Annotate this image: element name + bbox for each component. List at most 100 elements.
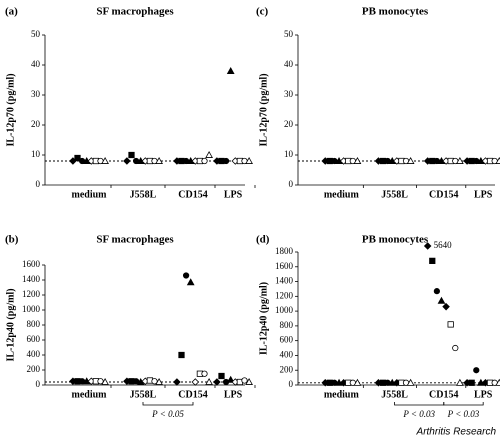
y-tick-label: 200 — [27, 364, 41, 374]
panel-label: (d) — [256, 234, 270, 246]
data-point — [201, 157, 208, 165]
data-point — [132, 378, 140, 385]
data-point — [213, 378, 221, 386]
data-point — [97, 378, 104, 385]
data-point — [406, 156, 415, 164]
data-point — [456, 156, 464, 164]
y-axis-label: IL-12p70 (pg/ml) — [5, 73, 16, 146]
x-tick-label: LPS — [224, 389, 243, 400]
data-point — [178, 351, 185, 359]
comparison-label: P < 0.03 — [447, 409, 480, 419]
y-tick-label: 600 — [27, 334, 41, 344]
data-label: 5640 — [434, 240, 453, 250]
data-point — [173, 378, 181, 386]
data-point — [191, 378, 200, 386]
panel-title: SF macrophages — [96, 6, 174, 18]
data-point — [182, 272, 190, 279]
x-tick-label: CD154 — [429, 389, 458, 400]
y-tick-label: 30 — [31, 89, 41, 99]
x-tick-label: J558L — [381, 189, 408, 200]
y-tick-label: 50 — [284, 29, 294, 39]
comparison-label: P < 0.05 — [151, 409, 184, 419]
x-tick-label: J558L — [381, 389, 408, 400]
y-tick-label: 800 — [27, 319, 41, 329]
y-tick-label: 1000 — [275, 305, 294, 315]
comparison-label: P < 0.03 — [402, 409, 435, 419]
y-axis-label: IL-12p40 (pg/ml) — [258, 282, 269, 355]
x-tick-label: LPS — [474, 189, 493, 200]
data-point — [101, 156, 109, 164]
data-point — [226, 375, 235, 383]
data-point — [222, 157, 230, 165]
x-tick-label: J558L — [130, 389, 157, 400]
panel-title: PB monocytes — [362, 234, 429, 246]
y-tick-label: 1400 — [275, 276, 294, 286]
comparison-bracket — [394, 402, 445, 406]
data-point — [452, 344, 459, 352]
footer: Arthritis Research — [416, 427, 497, 438]
comparison-bracket — [443, 402, 484, 406]
y-tick-label: 600 — [280, 335, 294, 345]
x-tick-label: LPS — [474, 389, 493, 400]
panel-title: PB monocytes — [362, 6, 429, 18]
data-point — [495, 156, 500, 164]
data-point — [473, 367, 480, 374]
x-tick-label: medium — [324, 389, 360, 400]
x-tick-label: medium — [72, 189, 108, 200]
y-tick-label: 1800 — [275, 246, 294, 256]
data-point — [456, 378, 464, 386]
comparison-bracket — [142, 402, 194, 406]
y-tick-label: 1400 — [22, 274, 41, 284]
data-point — [468, 379, 475, 386]
y-tick-label: 0 — [289, 179, 294, 189]
data-point — [186, 278, 195, 286]
panel-title: SF macrophages — [96, 234, 174, 246]
data-point — [353, 156, 362, 164]
panel-label: (a) — [5, 6, 18, 18]
x-tick-label: medium — [72, 389, 108, 400]
y-tick-label: 0 — [36, 379, 41, 389]
y-tick-label: 200 — [280, 364, 294, 374]
y-tick-label: 1000 — [22, 304, 41, 314]
y-tick-label: 40 — [284, 59, 294, 69]
y-tick-label: 1200 — [275, 290, 294, 300]
y-tick-label: 400 — [280, 350, 294, 360]
y-tick-label: 10 — [284, 149, 294, 159]
data-point — [218, 372, 225, 380]
data-point — [205, 150, 213, 158]
y-tick-label: 10 — [31, 149, 41, 159]
y-axis-label: IL-12p70 (pg/ml) — [258, 73, 269, 146]
data-point — [433, 288, 441, 295]
x-tick-label: CD154 — [178, 189, 207, 200]
data-point — [155, 156, 163, 164]
data-point — [155, 377, 163, 385]
data-point — [406, 378, 415, 386]
y-tick-label: 30 — [284, 89, 294, 99]
data-point — [101, 377, 109, 385]
y-tick-label: 40 — [31, 59, 41, 69]
x-tick-label: J558L — [130, 189, 157, 200]
panel-label: (b) — [5, 234, 19, 246]
data-point — [447, 321, 454, 328]
data-point — [423, 242, 432, 250]
y-tick-label: 1600 — [22, 259, 41, 269]
y-axis-label: IL-12p40 (pg/ml) — [5, 288, 16, 361]
x-tick-label: medium — [324, 189, 360, 200]
data-point — [495, 378, 500, 386]
data-point — [205, 377, 213, 385]
y-tick-label: 400 — [27, 349, 41, 359]
data-point — [245, 156, 253, 164]
data-point — [226, 66, 235, 74]
panel-label: (c) — [256, 6, 269, 18]
y-tick-label: 20 — [31, 119, 41, 129]
x-tick-label: LPS — [224, 189, 243, 200]
x-tick-label: CD154 — [178, 389, 207, 400]
y-tick-label: 50 — [31, 29, 41, 39]
data-point — [353, 378, 362, 386]
data-point — [201, 370, 208, 377]
data-point — [128, 151, 135, 159]
data-point — [442, 302, 450, 311]
x-tick-label: CD154 — [429, 189, 458, 200]
